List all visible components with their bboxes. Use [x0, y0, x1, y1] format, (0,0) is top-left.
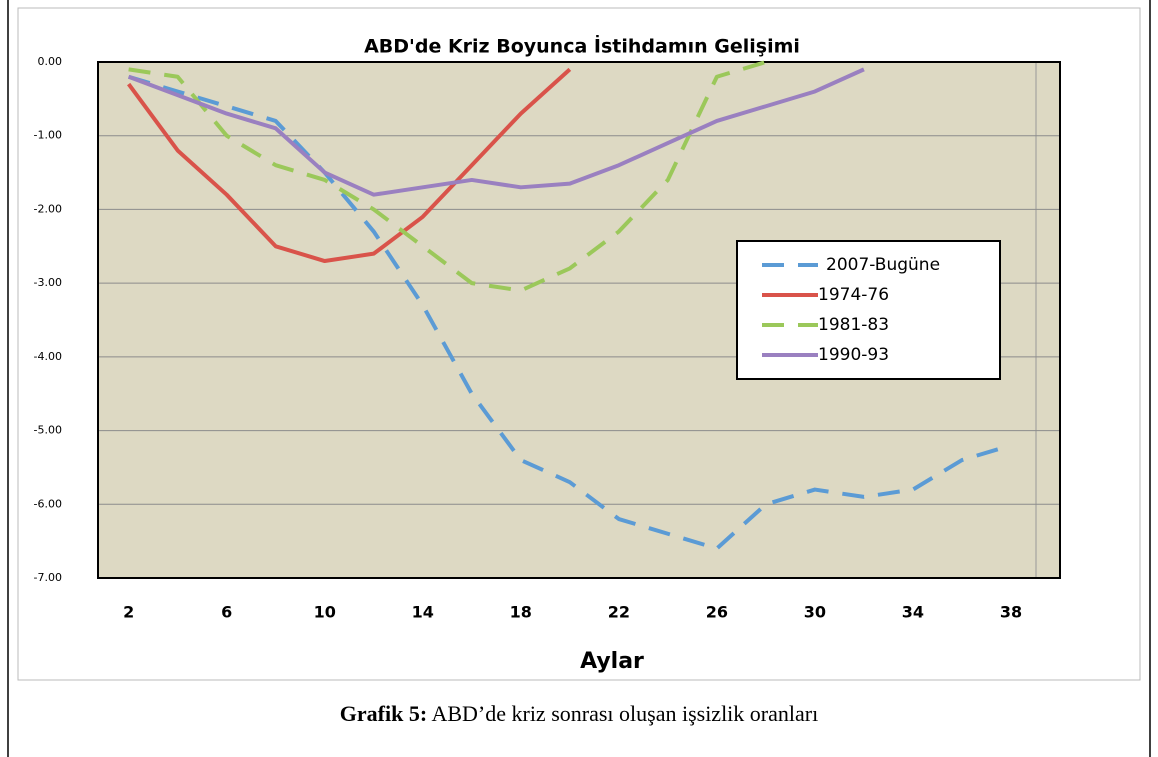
legend-label: 1981-83 [818, 315, 889, 335]
x-tick-label: 22 [608, 603, 630, 622]
y-tick-label: -4.00 [34, 350, 62, 363]
x-tick-label: 30 [804, 603, 826, 622]
legend-label: 2007-Bugüne [826, 255, 940, 275]
x-tick-label: 2 [123, 603, 134, 622]
x-tick-label: 6 [221, 603, 232, 622]
y-tick-label: -6.00 [34, 497, 62, 510]
series-line [127, 67, 572, 264]
chart-title: ABD'de Kriz Boyunca İstihdamın Gelişimi [364, 34, 800, 58]
y-tick-label: -5.00 [34, 424, 62, 437]
y-tick-label: -2.00 [34, 202, 62, 215]
x-tick-label: 38 [1000, 603, 1022, 622]
x-axis-label: Aylar [580, 649, 644, 674]
caption-text: ABD’de kriz sonrası oluşan işsizlik oran… [431, 701, 818, 726]
y-tick-label: -1.00 [34, 129, 62, 142]
x-tick-label: 26 [706, 603, 728, 622]
caption-label: Grafik 5: [340, 701, 427, 726]
x-tick-label: 14 [412, 603, 434, 622]
y-tick-label: -7.00 [34, 571, 62, 584]
legend-label: 1990-93 [818, 345, 889, 365]
series-line [127, 67, 865, 197]
x-tick-label: 10 [314, 603, 336, 622]
legend-label: 1974-76 [818, 285, 889, 305]
legend: 2007-Bugüne 1974-76 1981-83 1990-93 [736, 240, 1001, 380]
plot-border [97, 61, 1061, 579]
y-tick-label: 0.00 [38, 55, 63, 68]
caption: Grafik 5: ABD’de kriz sonrası oluşan işs… [340, 701, 818, 726]
series-line [128, 74, 1012, 551]
x-tick-label: 18 [510, 603, 532, 622]
lines [127, 60, 1012, 551]
y-tick-label: -3.00 [34, 276, 62, 289]
x-tick-label: 34 [902, 603, 924, 622]
